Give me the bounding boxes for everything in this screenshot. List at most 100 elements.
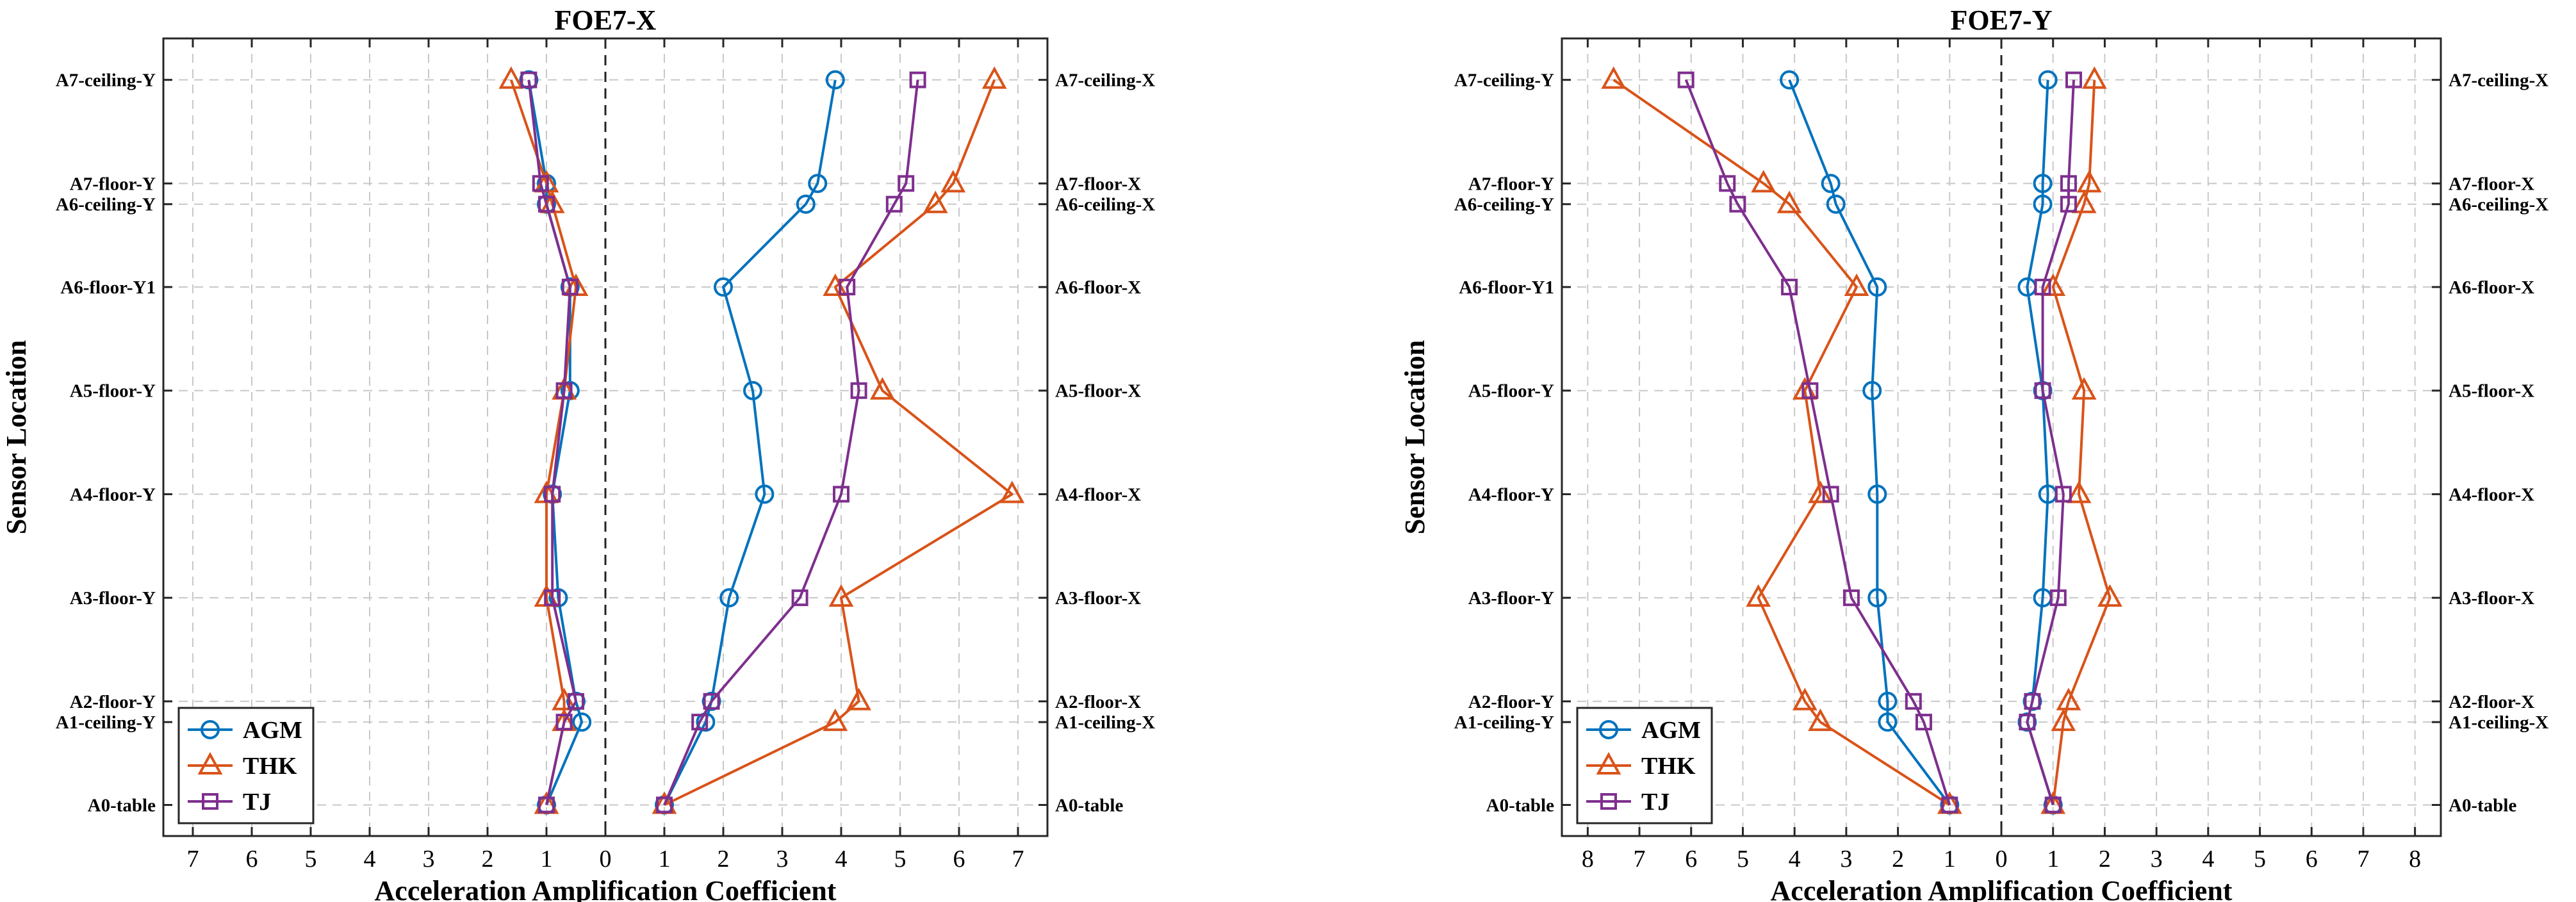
series-line-right (2051, 79, 2112, 805)
data-point-square (2049, 589, 2067, 607)
right-category-label: A3-floor-X (2449, 588, 2534, 609)
x-tick-label: 3 (1840, 846, 1852, 873)
data-point-square (561, 279, 578, 296)
right-category-label: A7-floor-X (1055, 174, 1141, 194)
left-category-label: A6-ceiling-Y (1454, 195, 1554, 215)
data-point-square (2034, 382, 2051, 399)
series-line-right (2026, 79, 2075, 806)
data-point-circle (1821, 174, 1841, 193)
legend-label: TJ (243, 789, 271, 816)
series-line-right (663, 79, 837, 806)
data-point-triangle (2056, 687, 2081, 710)
legend-label: TJ (1641, 789, 1669, 816)
data-point-square (538, 195, 555, 213)
legend-label: THK (243, 753, 297, 780)
data-point-circle (201, 720, 220, 739)
right-category-label: A2-floor-X (2449, 692, 2534, 712)
data-point-triangle (2081, 66, 2107, 89)
x-tick-label: 6 (953, 846, 965, 873)
x-tick-label: 0 (1996, 846, 2008, 873)
left-category-label: A6-floor-Y1 (60, 277, 156, 298)
left-category-label: A2-floor-Y (70, 692, 156, 712)
data-point-square (2044, 796, 2062, 814)
data-point-square (532, 175, 549, 192)
x-tick-label: 8 (2409, 846, 2421, 873)
data-point-square (1600, 793, 1617, 810)
data-point-square (538, 796, 555, 814)
data-point-square (2060, 195, 2077, 213)
data-point-circle (1862, 381, 1882, 400)
data-point-triangle (2066, 480, 2092, 504)
data-point-square (833, 486, 849, 503)
data-point-triangle (846, 687, 871, 710)
data-point-circle (572, 712, 592, 732)
left-category-label: A1-ceiling-Y (1454, 712, 1554, 733)
x-tick-label: 4 (2202, 846, 2214, 873)
series-line-left (527, 79, 584, 806)
data-point-triangle (981, 66, 1007, 89)
data-point-square (885, 195, 903, 213)
right-category-label: A6-ceiling-X (2449, 195, 2548, 215)
chart-title: FOE7-X (555, 4, 657, 36)
y-axis-label: Sensor Location (1, 340, 32, 535)
right-category-label: A5-floor-X (2449, 381, 2534, 402)
chart-1: 8 7 6 5 4 3 2 1 0 1 2 3 4 5 6 7 8 A7-ceiling-Y A7-ceiling-… (1399, 4, 2548, 902)
data-point-triangle (2071, 190, 2097, 213)
data-point-circle (1878, 691, 1898, 711)
x-tick-label: 1 (1944, 846, 1956, 873)
x-tick-label: 4 (364, 846, 376, 873)
data-point-triangle (2040, 273, 2066, 297)
legend-label: AGM (1641, 717, 1701, 744)
data-point-triangle (1808, 480, 1833, 504)
data-point-square (2060, 175, 2077, 192)
x-axis-label: Acceleration Amplification Coefficient (1771, 875, 2233, 902)
left-category-label: A1-ceiling-Y (56, 712, 156, 733)
x-tick-label: 5 (305, 846, 317, 873)
right-category-label: A2-floor-X (1055, 692, 1141, 712)
data-point-triangle (1751, 170, 1776, 193)
data-point-square (2055, 486, 2072, 503)
data-point-triangle (923, 190, 948, 213)
x-tick-label: 4 (835, 846, 848, 873)
series-tj (520, 71, 926, 814)
left-category-label: A5-floor-Y (70, 381, 156, 402)
x-tick-label: 6 (1685, 846, 1697, 873)
data-point-square (2065, 71, 2082, 88)
data-point-triangle (1596, 751, 1621, 775)
series-line-left (1788, 79, 1951, 806)
x-tick-label: 3 (2151, 846, 2163, 873)
x-tick-label: 3 (776, 846, 789, 873)
data-point-triangle (197, 751, 223, 775)
x-tick-label: 4 (1789, 846, 1801, 873)
right-category-label: A1-ceiling-X (1055, 712, 1155, 733)
data-point-circle (2033, 194, 2053, 214)
x-tick-label: 2 (718, 846, 730, 873)
x-tick-label: 6 (2306, 846, 2318, 873)
data-point-triangle (498, 66, 524, 89)
legend: AGM THK TJ (177, 707, 315, 824)
left-category-label: A4-floor-Y (1468, 484, 1554, 505)
data-point-square (1905, 693, 1922, 710)
right-category-label: A6-ceiling-X (1055, 195, 1155, 215)
data-point-square (1781, 279, 1798, 296)
x-tick-label: 5 (894, 846, 907, 873)
data-point-square (1915, 714, 1932, 731)
data-point-square (544, 589, 561, 607)
data-point-circle (719, 588, 739, 608)
data-point-square (850, 382, 867, 399)
data-point-circle (1599, 720, 1618, 739)
left-category-label: A7-ceiling-Y (56, 70, 156, 91)
data-point-square (839, 279, 856, 296)
x-tick-label: 7 (1634, 846, 1646, 873)
data-point-circle (2033, 174, 2053, 193)
data-point-triangle (1792, 687, 1817, 710)
x-tick-label: 7 (2357, 846, 2369, 873)
series-line-left (1684, 79, 1951, 806)
x-tick-label: 1 (541, 846, 553, 873)
x-tick-label: 2 (2099, 846, 2111, 873)
data-point-circle (1780, 70, 1800, 90)
data-point-triangle (999, 480, 1025, 504)
data-point-circle (1867, 277, 1887, 297)
left-category-label: A7-floor-Y (70, 174, 156, 194)
series-tj (1677, 71, 2082, 814)
